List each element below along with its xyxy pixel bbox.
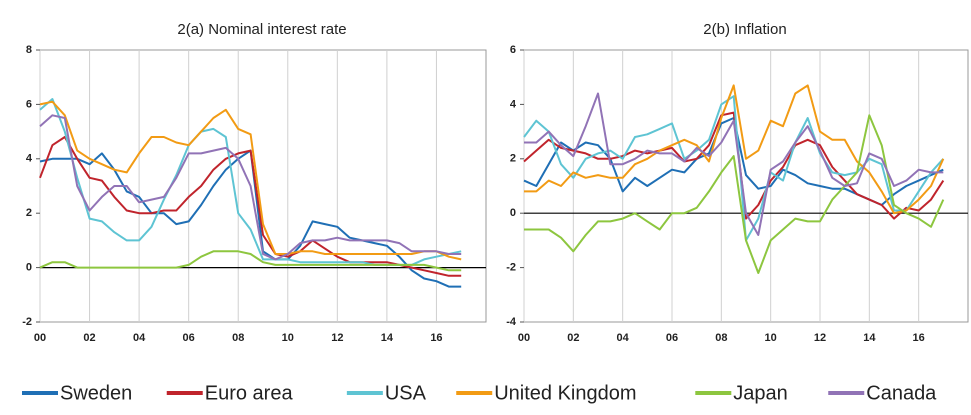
x-tick-label: 12 <box>331 332 343 344</box>
x-tick-label: 10 <box>282 332 294 344</box>
series-line <box>524 92 944 236</box>
y-tick-label: -2 <box>506 262 516 274</box>
y-tick-label: 6 <box>510 44 516 56</box>
x-tick-label: 10 <box>765 332 777 344</box>
y-tick-label: 2 <box>26 207 32 219</box>
x-tick-label: 04 <box>617 332 630 344</box>
legend-label: Canada <box>866 382 937 404</box>
x-tick-label: 16 <box>913 332 925 344</box>
x-tick-label: 12 <box>814 332 826 344</box>
series-line <box>39 100 462 261</box>
series-line <box>39 136 462 277</box>
x-tick-label: 14 <box>863 332 876 344</box>
series-line <box>39 114 462 261</box>
x-tick-label: 14 <box>381 332 394 344</box>
legend-label: Euro area <box>205 382 294 404</box>
legend-label: Japan <box>733 382 788 404</box>
series-line <box>524 84 945 215</box>
legend-label: United Kingdom <box>494 382 636 404</box>
x-tick-label: 00 <box>34 332 46 344</box>
x-tick-label: 06 <box>183 332 195 344</box>
x-tick-label: 16 <box>430 332 442 344</box>
y-tick-label: -2 <box>22 316 32 328</box>
y-tick-label: 0 <box>510 207 516 219</box>
x-tick-label: 02 <box>83 332 95 344</box>
y-tick-label: 0 <box>26 262 32 274</box>
y-tick-label: 6 <box>26 98 32 110</box>
chart-title: 2(a) Nominal interest rate <box>177 21 346 38</box>
plot-area <box>523 49 969 323</box>
legend-label: USA <box>385 382 427 404</box>
x-tick-label: 06 <box>666 332 678 344</box>
series-line <box>524 114 945 274</box>
series-line <box>523 111 945 220</box>
y-tick-label: 4 <box>26 153 33 165</box>
chart-title: 2(b) Inflation <box>703 21 786 38</box>
x-tick-label: 08 <box>715 332 727 344</box>
series-line <box>39 250 462 272</box>
y-tick-label: -4 <box>506 316 517 328</box>
x-tick-label: 00 <box>518 332 530 344</box>
x-tick-label: 02 <box>567 332 579 344</box>
y-tick-label: 2 <box>510 153 516 165</box>
x-tick-label: 08 <box>232 332 244 344</box>
y-tick-label: 8 <box>26 44 32 56</box>
y-tick-label: 4 <box>510 98 517 110</box>
series-line <box>39 149 462 288</box>
legend-label: Sweden <box>60 382 132 404</box>
x-tick-label: 04 <box>133 332 146 344</box>
series-line <box>523 95 945 242</box>
